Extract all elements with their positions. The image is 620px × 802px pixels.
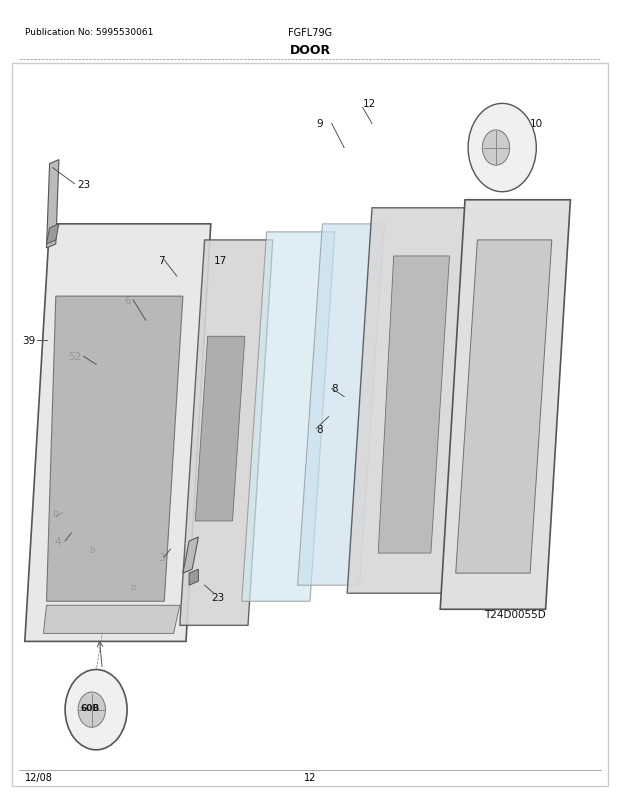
- Polygon shape: [46, 225, 59, 245]
- Text: FGFL79G: FGFL79G: [288, 28, 332, 38]
- Text: Publication No: 5995530061: Publication No: 5995530061: [25, 28, 153, 37]
- Text: DOOR: DOOR: [290, 44, 330, 57]
- Circle shape: [468, 104, 536, 192]
- Polygon shape: [180, 241, 273, 626]
- Text: 60B: 60B: [80, 703, 100, 712]
- Circle shape: [65, 670, 127, 750]
- Text: 10: 10: [530, 119, 543, 129]
- Circle shape: [482, 131, 510, 166]
- Text: 7: 7: [158, 256, 165, 265]
- Text: 6: 6: [124, 296, 131, 306]
- Polygon shape: [347, 209, 471, 593]
- Circle shape: [78, 692, 105, 727]
- Text: 12: 12: [304, 772, 316, 782]
- Text: 12/08: 12/08: [25, 772, 53, 782]
- Text: T24D0055D: T24D0055D: [484, 610, 546, 619]
- Text: 23: 23: [78, 180, 91, 189]
- Text: 4: 4: [55, 537, 61, 546]
- Polygon shape: [242, 233, 335, 602]
- Text: 17: 17: [214, 256, 227, 265]
- Polygon shape: [456, 241, 552, 573]
- Text: 9: 9: [316, 119, 323, 129]
- Text: 23: 23: [211, 593, 224, 602]
- Polygon shape: [298, 225, 384, 585]
- Text: 52: 52: [68, 352, 81, 362]
- Text: 12: 12: [363, 99, 376, 109]
- Polygon shape: [46, 160, 59, 249]
- Text: b: b: [90, 545, 96, 554]
- Text: 3: 3: [158, 553, 165, 562]
- Polygon shape: [195, 337, 245, 521]
- Text: 8: 8: [316, 424, 323, 434]
- Text: b: b: [53, 508, 59, 518]
- Text: b: b: [130, 582, 136, 592]
- Polygon shape: [378, 257, 450, 553]
- Polygon shape: [183, 537, 198, 573]
- Polygon shape: [440, 200, 570, 610]
- Text: 8: 8: [332, 384, 339, 394]
- Polygon shape: [25, 225, 211, 642]
- Polygon shape: [46, 297, 183, 602]
- Text: 39: 39: [22, 336, 35, 346]
- Polygon shape: [189, 569, 198, 585]
- Polygon shape: [43, 606, 180, 634]
